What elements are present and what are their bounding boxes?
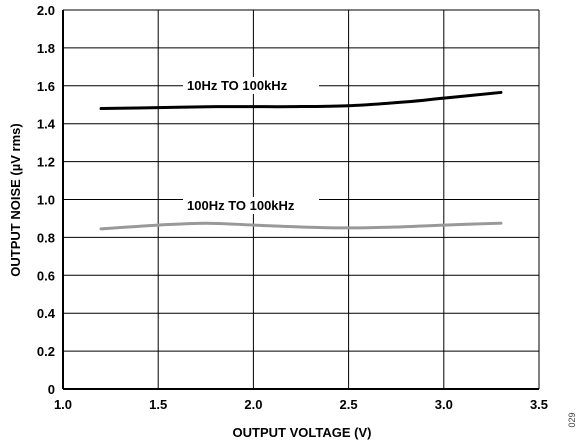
series-line-2 [99, 221, 503, 231]
series-label-2: 100Hz TO 100kHz [187, 198, 295, 213]
y-tick-label: 2.0 [37, 3, 55, 18]
x-tick-label: 2.0 [244, 397, 262, 412]
x-tick-label: 3.5 [530, 397, 548, 412]
y-tick-label: 1.2 [37, 155, 55, 170]
series-label-bg [183, 77, 319, 94]
x-tick-label: 1.0 [54, 397, 72, 412]
y-tick-label: 1.6 [37, 79, 55, 94]
y-tick-label: 0.4 [37, 306, 56, 321]
labels-layer: 0 0.2 0.4 0.6 0.8 1.0 1.2 1.4 1.6 1.8 2.0 1.0 1.5 2.0… [37, 3, 548, 412]
series-label-1: 10Hz TO 100kHz [187, 78, 288, 93]
x-tick-label: 3.0 [435, 397, 453, 412]
plot-frame [62, 10, 539, 390]
y-tick-label: 0.8 [37, 230, 55, 245]
y-tick-label: 0.2 [37, 344, 55, 359]
y-tick-label: 1.8 [37, 41, 55, 56]
x-tick-label: 1.5 [149, 397, 167, 412]
series-line-1 [99, 90, 503, 111]
figure-id: 029 [567, 412, 577, 427]
series-layer [99, 90, 503, 231]
series-label-bg [183, 197, 319, 214]
x-axis-title: OUTPUT VOLTAGE (V) [233, 425, 372, 440]
y-tick-label: 0.6 [37, 268, 55, 283]
y-tick-label: 0 [48, 382, 55, 397]
y-tick-label: 1.4 [37, 117, 56, 132]
y-tick-label: 1.0 [37, 193, 55, 208]
x-tick-label: 2.5 [340, 397, 358, 412]
y-axis-title: OUTPUT NOISE (µV rms) [8, 123, 23, 276]
